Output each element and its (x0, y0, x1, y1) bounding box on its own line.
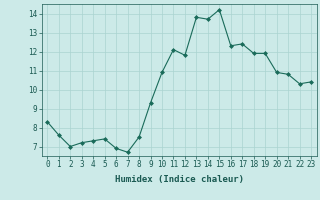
X-axis label: Humidex (Indice chaleur): Humidex (Indice chaleur) (115, 175, 244, 184)
